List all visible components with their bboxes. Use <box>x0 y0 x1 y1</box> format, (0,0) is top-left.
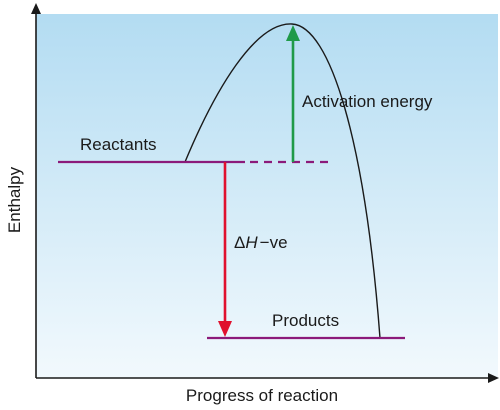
enthalpy-delta-symbol: Δ <box>234 233 245 252</box>
y-axis-arrowhead <box>31 3 41 14</box>
activation-energy-arrowhead <box>286 25 300 41</box>
x-axis-arrowhead <box>488 373 499 383</box>
x-axis-label: Progress of reaction <box>186 386 338 405</box>
products-label: Products <box>272 311 339 330</box>
enthalpy-h-symbol: H <box>245 233 258 252</box>
y-axis-label: Enthalpy <box>5 166 24 233</box>
reaction-pathway-curve <box>184 23 381 339</box>
plot-background <box>36 14 498 378</box>
enthalpy-sign-text: −ve <box>260 233 288 252</box>
enthalpy-change-label: ΔH −ve <box>234 233 288 252</box>
reactants-label: Reactants <box>80 135 157 154</box>
enthalpy-change-arrowhead <box>218 321 232 337</box>
activation-energy-label: Activation energy <box>302 92 433 111</box>
